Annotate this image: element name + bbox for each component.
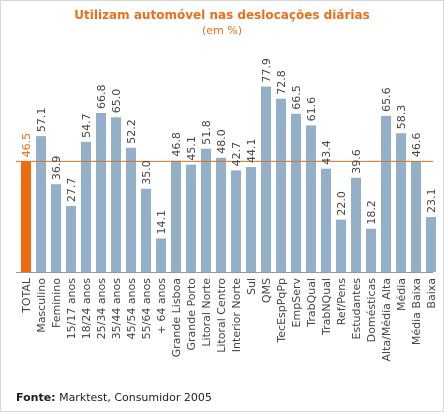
value-label-9: 14.1 — [155, 210, 168, 235]
category-label-1: Masculino — [35, 278, 48, 333]
bar-14 — [231, 170, 241, 272]
value-labels-layer: 46.557.1 36.927.7 54.766.8 65.052.2 35.0 14.1… — [20, 58, 438, 234]
bar-20 — [321, 168, 331, 272]
category-label-11: Grande Porto — [185, 278, 198, 351]
chart-title: Utilizam automóvel nas deslocações diári… — [74, 8, 370, 22]
category-label-21: Ref/Pens — [335, 278, 348, 325]
category-label-25: Média — [395, 278, 408, 311]
category-label-6: 35/44 anos — [110, 278, 123, 340]
value-label-0: 46.5 — [20, 133, 33, 158]
value-label-23: 18.2 — [365, 200, 378, 225]
bar-27 — [426, 217, 436, 272]
category-label-2: Feminino — [50, 278, 63, 328]
category-label-7: 45/54 anos — [125, 278, 138, 340]
value-label-22: 39.6 — [350, 149, 363, 174]
value-label-4: 54.7 — [80, 113, 93, 138]
value-label-19: 61.6 — [305, 97, 318, 122]
value-label-21: 22.0 — [335, 191, 348, 216]
bar-2 — [51, 184, 61, 272]
bar-15 — [246, 167, 256, 272]
value-label-25: 58.3 — [395, 105, 408, 130]
category-label-23: Domésticas — [365, 278, 378, 343]
category-label-5: 25/34 anos — [95, 278, 108, 340]
bar-11 — [186, 164, 196, 272]
category-label-22: Estudantes — [350, 278, 363, 340]
category-label-18: EmpServ — [290, 278, 303, 328]
value-label-14: 42.7 — [230, 142, 243, 167]
bar-0 — [21, 161, 31, 272]
value-label-2: 36.9 — [50, 156, 63, 181]
bar-21 — [336, 219, 346, 272]
category-label-4: 18/24 anos — [80, 278, 93, 340]
category-label-19: TrabQual — [305, 278, 318, 328]
bar-24 — [381, 115, 391, 272]
category-label-3: 15/17 anos — [65, 278, 78, 340]
value-label-10: 46.8 — [170, 132, 183, 157]
bar-16 — [261, 86, 271, 273]
bar-25 — [396, 133, 406, 272]
category-label-0: TOTAL — [20, 277, 33, 314]
category-label-27: Baixa — [425, 278, 438, 309]
source-label: Fonte: — [16, 391, 56, 404]
bar-13 — [216, 157, 226, 272]
source-note: Fonte: Marktest, Consumidor 2005 — [16, 391, 212, 404]
value-label-24: 65.6 — [380, 87, 393, 112]
category-label-8: 55/64 anos — [140, 278, 153, 340]
category-label-24: Alta/Média Alta — [380, 278, 393, 362]
value-label-20: 43.4 — [320, 140, 333, 165]
category-label-13: Litoral Centro — [215, 278, 228, 353]
bar-26 — [411, 161, 421, 272]
bar-12 — [201, 148, 211, 272]
bar-18 — [291, 113, 301, 272]
category-label-12: Litoral Norte — [200, 278, 213, 347]
value-label-17: 72.8 — [275, 70, 288, 95]
category-label-16: QMS — [260, 278, 273, 303]
value-label-7: 52.2 — [125, 119, 138, 144]
bar-3 — [66, 206, 76, 272]
value-label-16: 77.9 — [260, 58, 273, 83]
chart-subtitle: (em %) — [201, 24, 242, 37]
category-label-15: Sul — [245, 278, 258, 295]
value-label-8: 35.0 — [140, 160, 153, 185]
bar-19 — [306, 125, 316, 272]
bar-4 — [81, 141, 91, 272]
value-label-11: 45.1 — [185, 136, 198, 161]
value-label-3: 27.7 — [65, 178, 78, 203]
value-label-1: 57.1 — [35, 108, 48, 133]
bars-layer — [21, 86, 436, 273]
bar-9 — [156, 238, 166, 272]
bar-8 — [141, 188, 151, 272]
category-label-14: Interior Norte — [230, 278, 243, 352]
source-text: Marktest, Consumidor 2005 — [59, 391, 212, 404]
bar-1 — [36, 136, 46, 272]
bar-5 — [96, 113, 106, 273]
category-label-9: + 64 anos — [155, 278, 168, 335]
value-label-5: 66.8 — [95, 85, 108, 110]
bar-17 — [276, 98, 286, 273]
value-label-15: 44.1 — [245, 139, 258, 164]
bar-7 — [126, 147, 136, 272]
value-label-27: 23.1 — [425, 189, 438, 214]
value-label-26: 46.6 — [410, 133, 423, 158]
bar-23 — [366, 228, 376, 272]
value-label-13: 48.0 — [215, 129, 228, 154]
category-label-17: TecEspPqPp — [275, 278, 288, 344]
bar-10 — [171, 160, 181, 272]
bar-chart: 46.557.1 36.927.7 54.766.8 65.052.2 35.0 14.1… — [16, 58, 438, 362]
category-labels-layer: TOTAL Masculino Feminino 15/17 anos 18/24 an… — [20, 277, 438, 361]
value-label-18: 66.5 — [290, 85, 303, 110]
value-label-6: 65.0 — [110, 89, 123, 114]
category-label-20: TrabNQual — [320, 278, 333, 336]
value-label-12: 51.8 — [200, 120, 213, 145]
category-label-10: Grande Lisboa — [170, 278, 183, 357]
category-label-26: Média Baixa — [410, 278, 423, 345]
bar-22 — [351, 177, 361, 272]
bar-6 — [111, 117, 121, 272]
